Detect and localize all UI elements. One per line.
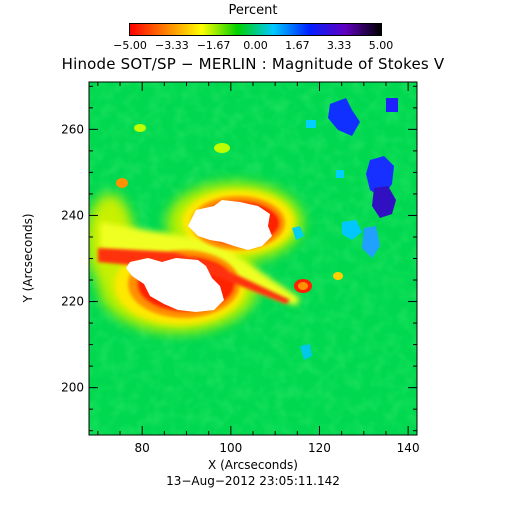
y-tick-label: 240 [61,208,84,222]
colorbar [129,23,382,36]
heatmap-image [89,82,417,435]
y-axis: 200 220 240 260 [61,85,417,432]
colorbar-tick-labels: −5.00 −3.33 −1.67 0.00 1.67 3.33 5.00 [0,36,506,52]
x-tick-label: 100 [219,441,242,455]
y-axis-label: Y (Arcseconds) [21,213,35,303]
colorbar-tick-label: 3.33 [326,39,352,52]
x-axis-label: X (Arcseconds) [208,458,298,472]
y-tick-label: 220 [61,295,84,309]
x-tick-label: 140 [397,441,420,455]
small-flux-spots [116,124,343,293]
colorbar-tick-label: 5.00 [368,39,394,52]
x-tick-label: 80 [135,441,150,455]
colorbar-tick-label: 0.00 [243,39,268,52]
colorbar-tick-label: −1.67 [196,39,231,52]
y-tick-label: 200 [61,381,84,395]
colorbar-tick-label: 1.67 [285,39,310,52]
observation-timestamp: 13−Aug−2012 23:05:11.142 [166,474,340,488]
colorbar-tick-label: −3.33 [155,39,189,52]
colorbar-title: Percent [228,3,278,18]
x-tick-label: 120 [308,441,331,455]
colorbar-tick-label: −5.00 [113,39,147,52]
negative-polarity-patches [292,98,398,360]
chart-title: Hinode SOT/SP − MERLIN : Magnitude of St… [61,55,445,73]
x-axis: 80 100 120 140 [97,82,420,455]
sunspot-umbra [126,200,272,312]
y-tick-label: 260 [61,122,84,136]
